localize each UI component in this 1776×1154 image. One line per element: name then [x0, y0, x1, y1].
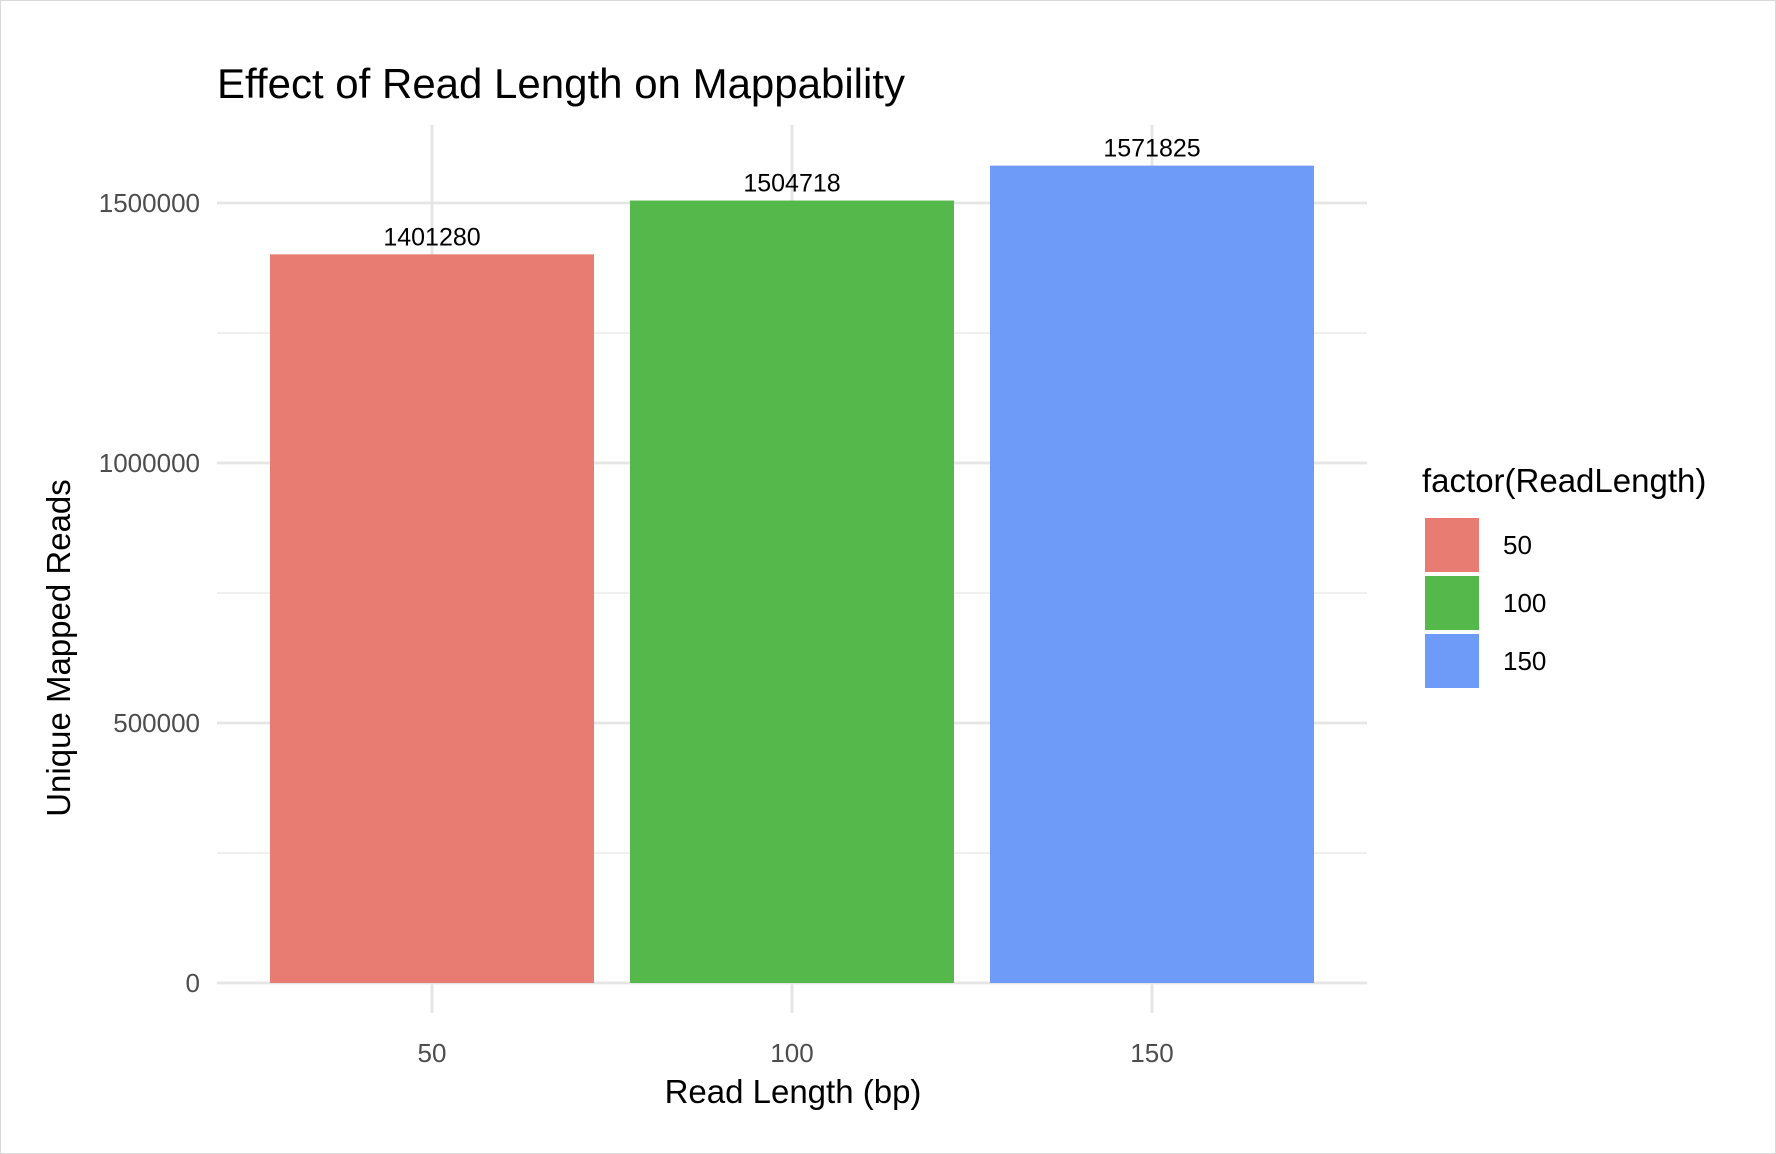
legend-key-100 — [1425, 576, 1479, 630]
bars — [270, 165, 1314, 984]
y-tick-label: 500000 — [113, 708, 200, 738]
data-label-100: 1504718 — [743, 170, 840, 198]
bar-100 — [630, 200, 954, 984]
data-labels: 1401280 1504718 1571825 — [383, 135, 1200, 252]
legend-title: factor(ReadLength) — [1422, 462, 1706, 499]
y-tick-label: 1500000 — [99, 188, 200, 218]
x-tick-label: 150 — [1130, 1038, 1173, 1068]
legend: factor(ReadLength) 50 100 150 — [1422, 462, 1706, 688]
x-tick-label: 100 — [770, 1038, 813, 1068]
y-axis-title: Unique Mapped Reads — [40, 479, 77, 817]
x-axis: 50 100 150 — [418, 1038, 1174, 1068]
chart-title: Effect of Read Length on Mappability — [217, 60, 905, 107]
x-tick-label: 50 — [418, 1038, 447, 1068]
y-tick-label: 1000000 — [99, 448, 200, 478]
legend-label-50: 50 — [1503, 530, 1532, 560]
legend-label-150: 150 — [1503, 646, 1546, 676]
y-tick-label: 0 — [186, 968, 200, 998]
legend-key-50 — [1425, 518, 1479, 572]
bar-150 — [990, 165, 1314, 983]
x-axis-title: Read Length (bp) — [665, 1073, 922, 1110]
legend-label-100: 100 — [1503, 588, 1546, 618]
legend-key-150 — [1425, 634, 1479, 688]
data-label-150: 1571825 — [1103, 135, 1200, 163]
bar-50 — [270, 254, 594, 983]
y-axis: 0 500000 1000000 1500000 — [99, 188, 200, 998]
data-label-50: 1401280 — [383, 223, 480, 251]
